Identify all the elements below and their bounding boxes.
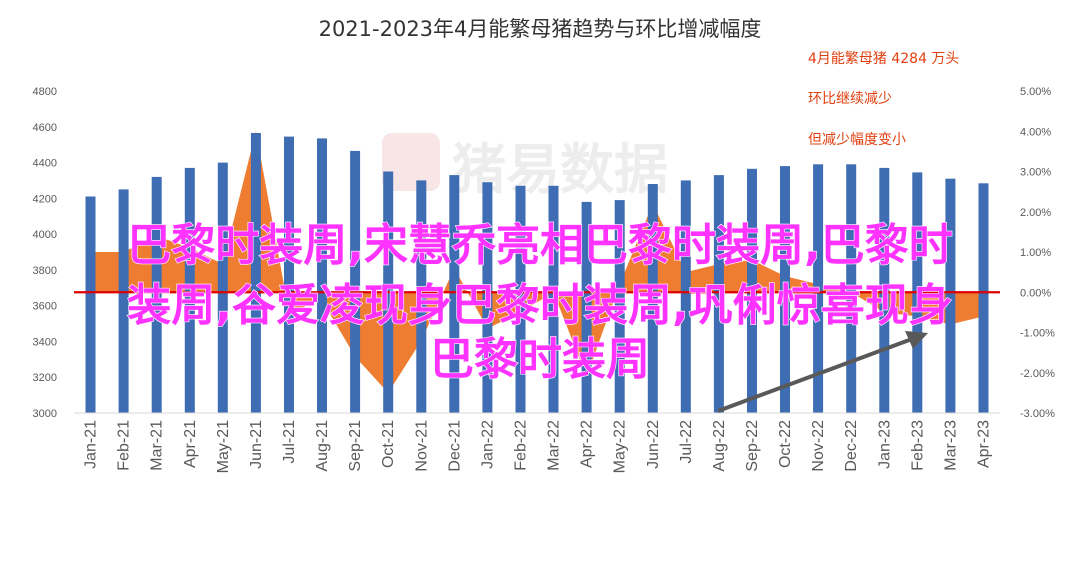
x-tick-label: Nov-22 (810, 420, 827, 472)
left-tick-label: 3800 (33, 265, 57, 277)
x-tick-label: Apr-21 (182, 420, 199, 468)
bar-Jul-22 (680, 180, 691, 413)
overlay-line-1: 巴黎时装周,宋慧乔亮相巴黎时装周,巴黎时 (127, 220, 952, 271)
left-tick-label: 4400 (33, 158, 57, 170)
bar-Dec-22 (846, 164, 857, 413)
bar-May-21 (217, 162, 228, 413)
x-axis: Jan-21 Feb-21 Mar-21 Apr-21 May-21 Jun-21 Jul-… (83, 420, 993, 473)
right-tick-label: -2.00% (1020, 368, 1055, 380)
annotation-line-1: 4月能繁母猪 4284 万头 (808, 51, 959, 67)
bar-Nov-21 (416, 180, 427, 413)
left-tick-label: 4800 (33, 86, 57, 98)
left-tick-label: 3600 (33, 301, 57, 313)
left-tick-label: 3000 (33, 408, 57, 420)
bar-Apr-23 (978, 183, 989, 413)
bar-Mar-22 (548, 185, 559, 413)
bar-Feb-22 (515, 185, 526, 413)
x-tick-label: Mar-21 (149, 420, 166, 471)
x-tick-label: Feb-23 (909, 420, 926, 471)
x-tick-label: Mar-23 (942, 420, 959, 471)
right-y-axis: 5.00% 4.00% 3.00% 2.00% 1.00% 0.00% -1.00% -2.0… (1020, 86, 1055, 420)
bar-May-22 (614, 200, 625, 413)
x-tick-label: Sep-22 (744, 420, 761, 472)
x-tick-label: May-22 (612, 420, 629, 473)
bar-Mar-21 (151, 176, 162, 413)
bar-Sep-21 (350, 150, 361, 413)
bar-Jan-23 (879, 167, 890, 413)
overlay-line-3: 巴黎时装周 (430, 334, 650, 385)
left-tick-label: 3400 (33, 336, 57, 348)
x-tick-label: Jan-21 (83, 420, 100, 469)
annotation-group: 4月能繁母猪 4284 万头 环比继续减少 但减少幅度变小 (808, 51, 959, 148)
x-tick-label: Oct-22 (777, 420, 794, 468)
x-tick-label: Aug-22 (711, 420, 728, 472)
annotation-line-3: 但减少幅度变小 (808, 132, 906, 148)
bar-Jul-21 (284, 136, 294, 413)
trend-arrow-icon (717, 331, 928, 413)
left-tick-label: 4200 (33, 193, 57, 205)
bar-Jun-21 (250, 133, 261, 413)
annotation-line-2: 环比继续减少 (808, 90, 892, 107)
right-tick-label: 1.00% (1020, 247, 1051, 259)
x-tick-label: Jan-23 (876, 420, 893, 469)
x-tick-label: Apr-23 (976, 420, 993, 468)
x-tick-label: Jun-22 (645, 420, 662, 469)
left-tick-label: 3200 (33, 372, 57, 384)
bar-Apr-21 (184, 167, 195, 413)
overlay-line-2: 装周,谷爱凌现身巴黎时装周,巩俐惊喜现身 (127, 280, 952, 331)
bar-Apr-22 (581, 201, 592, 413)
x-tick-label: Jun-21 (248, 420, 265, 469)
right-tick-label: -1.00% (1020, 328, 1055, 340)
left-y-axis: 4800 4600 4400 4200 4000 3800 3600 3400 3200 3000 (33, 86, 57, 420)
bar-Feb-21 (118, 189, 129, 413)
bar-Sep-22 (747, 168, 757, 413)
right-tick-label: 5.00% (1020, 86, 1051, 98)
bar-Oct-22 (780, 166, 790, 413)
x-tick-label: Aug-21 (314, 420, 331, 472)
x-tick-label: Jan-22 (479, 420, 496, 469)
right-tick-label: 2.00% (1020, 207, 1051, 219)
watermark-logo-icon (382, 133, 440, 191)
right-tick-label: 0.00% (1020, 287, 1051, 299)
bar-Mar-23 (945, 178, 956, 413)
x-tick-label: Mar-22 (546, 420, 563, 471)
bar-Dec-21 (449, 175, 460, 413)
x-tick-label: Jul-22 (678, 420, 695, 464)
left-tick-label: 4600 (33, 122, 57, 134)
bar-Nov-22 (813, 164, 824, 413)
overlay-text: 巴黎时装周,宋慧乔亮相巴黎时装周,巴黎时 装周,谷爱凌现身巴黎时装周,巩俐惊喜现… (127, 219, 954, 385)
x-tick-label: Feb-21 (116, 420, 133, 471)
chart-title: 2021-2023年4月能繁母猪趋势与环比增减幅度 (319, 17, 762, 41)
bar-Jan-21 (85, 196, 96, 413)
bar-Aug-22 (713, 175, 724, 413)
x-tick-label: Dec-21 (446, 420, 463, 472)
change-area (90, 131, 984, 393)
x-tick-label: May-21 (215, 420, 232, 473)
x-tick-label: Oct-21 (380, 420, 397, 468)
x-tick-label: Apr-22 (579, 420, 596, 468)
x-tick-label: Jul-21 (281, 420, 298, 464)
right-tick-label: 4.00% (1020, 126, 1051, 138)
bar-Aug-21 (317, 138, 327, 413)
x-tick-label: Feb-22 (513, 420, 530, 471)
x-tick-label: Nov-21 (413, 420, 430, 472)
bar-Jan-22 (482, 182, 493, 413)
left-tick-label: 4000 (33, 229, 57, 241)
right-tick-label: -3.00% (1020, 408, 1055, 420)
change-area-series (90, 131, 984, 393)
bar-Jun-22 (647, 184, 658, 413)
x-tick-label: Dec-22 (843, 420, 860, 472)
right-tick-label: 3.00% (1020, 167, 1051, 179)
x-tick-label: Sep-21 (347, 420, 364, 472)
